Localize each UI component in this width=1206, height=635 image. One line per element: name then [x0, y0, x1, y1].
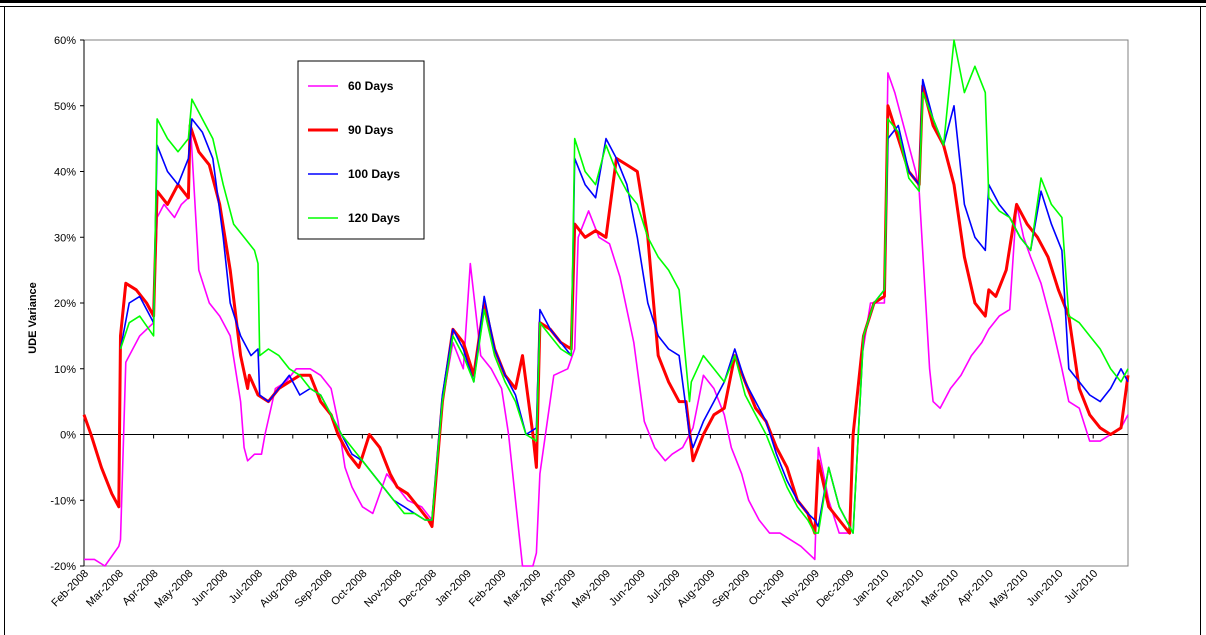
right-border [1200, 7, 1201, 635]
series-line [84, 72, 1129, 567]
series-line [119, 39, 1129, 534]
x-tick-label: Mar-2010 [919, 568, 961, 610]
x-tick-label: Mar-2009 [502, 568, 544, 610]
y-tick-label: 30% [54, 232, 76, 244]
top-border-thick [0, 0, 1206, 3]
x-tick-label: Sep-2008 [292, 568, 334, 610]
x-tick-label: Jun-2009 [607, 568, 648, 609]
series-line [119, 78, 1129, 534]
x-tick-label: Mar-2008 [84, 568, 126, 610]
legend-label: 120 Days [348, 211, 400, 225]
y-tick-label: -20% [50, 561, 76, 573]
plot-area [83, 39, 1129, 567]
legend-label: 60 Days [348, 79, 394, 93]
axes: -20%-10%0%10%20%30%40%50%60%Feb-2008Mar-… [49, 35, 1129, 611]
x-tick-label: Jun-2008 [189, 568, 230, 609]
x-tick-label: Dec-2008 [397, 568, 439, 610]
y-tick-label: 0% [60, 430, 76, 442]
x-tick-label: Dec-2009 [815, 568, 857, 610]
y-tick-label: 40% [54, 167, 76, 179]
x-tick-label: May-2008 [152, 568, 195, 611]
x-tick-label: Feb-2008 [49, 568, 91, 610]
series-line [82, 84, 1130, 535]
x-tick-label: Jun-2010 [1025, 568, 1066, 609]
x-tick-label: May-2009 [570, 568, 613, 611]
y-tick-label: 20% [54, 298, 76, 310]
left-border [4, 7, 5, 635]
x-tick-label: May-2010 [988, 568, 1031, 611]
y-tick-label: 10% [54, 364, 76, 376]
series-lines [82, 39, 1130, 567]
x-tick-label: Feb-2010 [885, 568, 927, 610]
legend: 60 Days 90 Days 100 Days 120 Days [297, 60, 425, 240]
x-tick-label: Jul-2010 [1062, 568, 1100, 606]
y-tick-label: 60% [54, 35, 76, 47]
legend-box [297, 60, 425, 240]
legend-label: 90 Days [348, 123, 394, 137]
y-tick-label: -10% [50, 495, 76, 507]
y-tick-label: 50% [54, 101, 76, 113]
y-axis-title: UDE Variance [27, 282, 39, 354]
legend-label: 100 Days [348, 167, 400, 181]
x-tick-label: Sep-2009 [710, 568, 752, 610]
top-border-thin [0, 6, 1206, 7]
x-tick-label: Feb-2009 [467, 568, 509, 610]
